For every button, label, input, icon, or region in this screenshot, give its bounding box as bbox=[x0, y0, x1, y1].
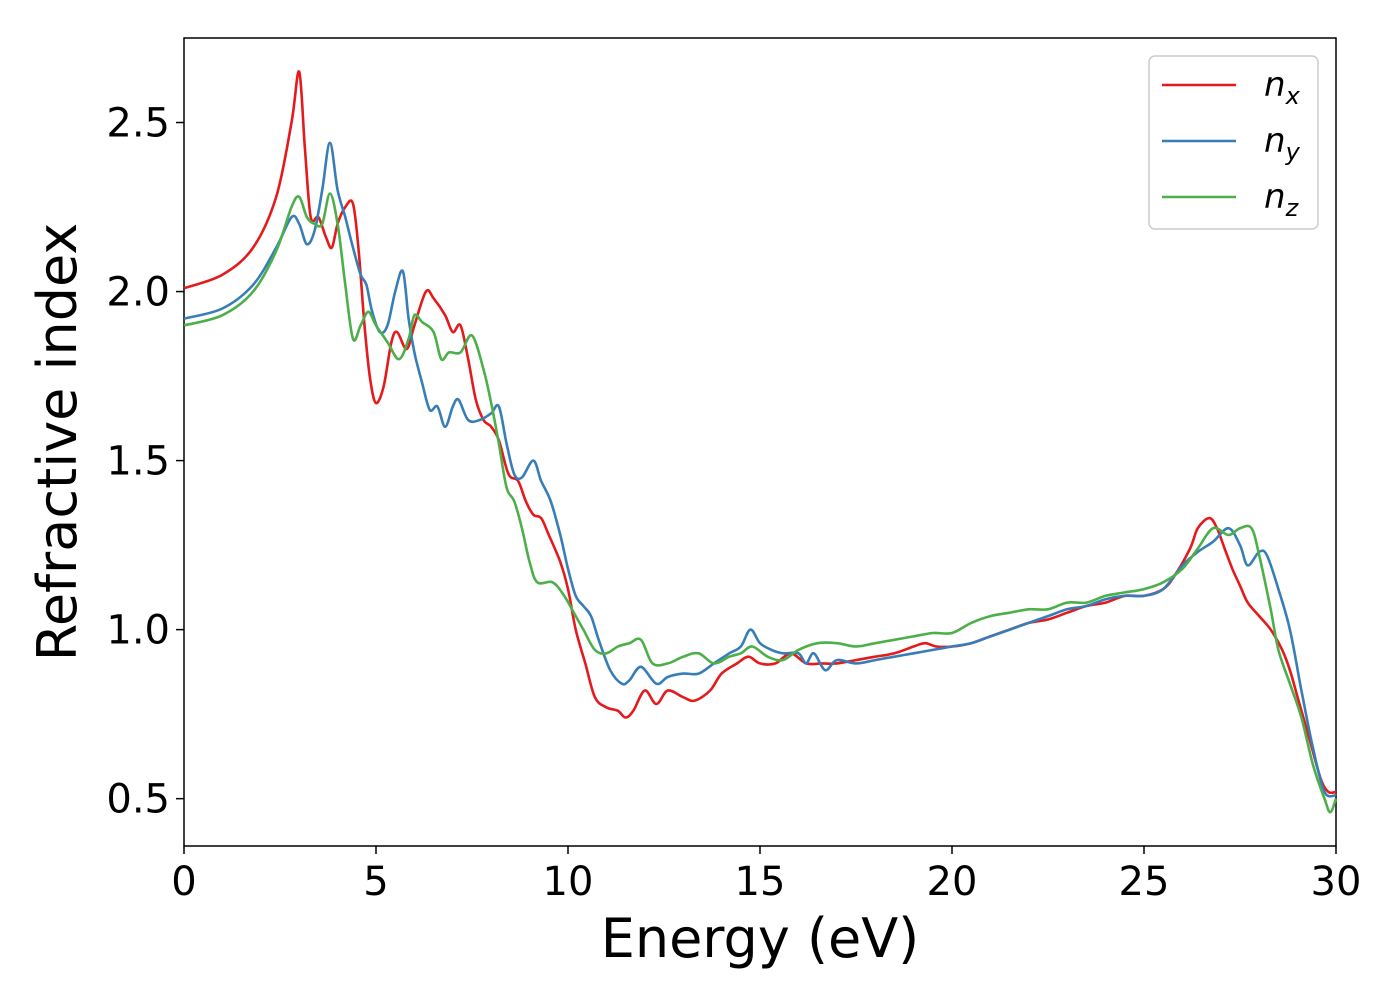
x-tick-label: 10 bbox=[543, 859, 594, 905]
x-tick-label: 30 bbox=[1311, 859, 1362, 905]
y-tick-label: 2.5 bbox=[106, 101, 170, 147]
x-tick-label: 25 bbox=[1119, 859, 1170, 905]
x-tick-label: 5 bbox=[363, 859, 388, 905]
x-tick-label: 15 bbox=[735, 859, 786, 905]
series-lines bbox=[183, 70, 1338, 814]
x-axis-label: Energy (eV) bbox=[601, 907, 920, 970]
plot-area bbox=[183, 37, 1337, 847]
x-axis-ticks: 0 5 10 15 20 25 30 bbox=[171, 846, 1361, 905]
x-tick-label: 0 bbox=[171, 859, 196, 905]
series-line-nz bbox=[183, 192, 1338, 814]
legend-box bbox=[1148, 55, 1319, 230]
y-tick-label: 1.0 bbox=[106, 608, 170, 654]
series-line-nx bbox=[183, 70, 1337, 795]
y-tick-label: 0.5 bbox=[106, 777, 170, 823]
y-axis-label: Refractive index bbox=[26, 223, 89, 662]
y-tick-label: 2.0 bbox=[106, 270, 170, 316]
y-tick-label: 1.5 bbox=[106, 439, 170, 485]
y-axis-ticks: 0.5 1.0 1.5 2.0 2.5 bbox=[106, 101, 184, 823]
x-tick-label: 20 bbox=[927, 859, 978, 905]
